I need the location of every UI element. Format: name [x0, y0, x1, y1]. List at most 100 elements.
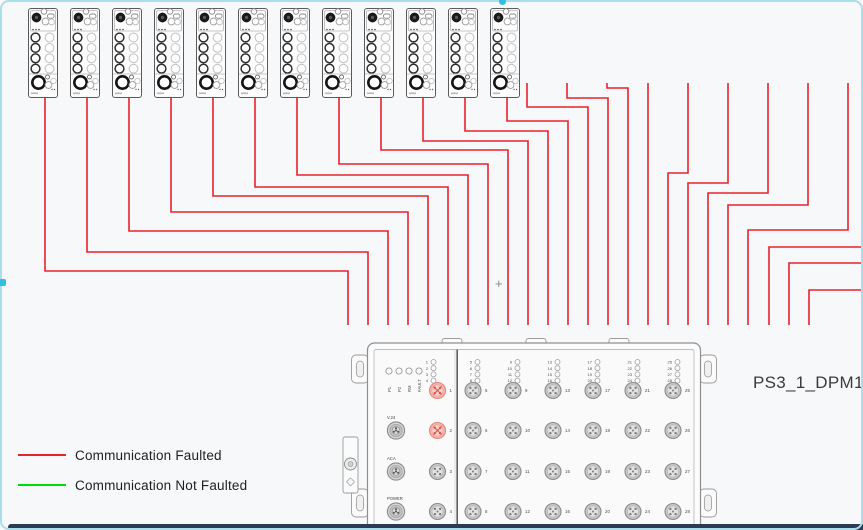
hub-connector-ACA[interactable]: ACA — [386, 456, 406, 481]
wire-offscreen-right-1[interactable] — [768, 246, 863, 325]
wire-offscreen-right-3[interactable] — [808, 289, 863, 325]
hub-port-12[interactable] — [504, 502, 522, 521]
io-module-1[interactable] — [28, 8, 58, 98]
hub-port-6[interactable] — [464, 421, 482, 440]
svg-text:16: 16 — [565, 509, 570, 514]
hub-port-25[interactable] — [664, 381, 682, 400]
io-module-6[interactable] — [238, 8, 268, 98]
module-port — [408, 32, 419, 43]
channel-led-9 — [514, 359, 521, 365]
channel-led-27 — [674, 371, 681, 378]
hub-connector-V.24[interactable]: V.24 — [386, 415, 406, 440]
module-port — [366, 32, 377, 43]
module-port — [324, 32, 335, 43]
io-module-2[interactable] — [70, 8, 100, 98]
module-bus-connector — [30, 75, 46, 91]
wire-offscreen-top-2[interactable] — [566, 83, 609, 325]
hub-port-21[interactable] — [624, 381, 642, 400]
hub-port-22[interactable] — [624, 421, 642, 440]
svg-text:2: 2 — [450, 428, 453, 433]
wire-offscreen-top-7[interactable] — [707, 83, 769, 325]
wire-module-12[interactable] — [506, 98, 569, 325]
channel-led-17 — [594, 359, 601, 365]
hub-port-10[interactable] — [504, 421, 522, 440]
wire-module-6[interactable] — [254, 98, 449, 325]
hub-port-17[interactable] — [584, 381, 602, 400]
selection-handle-top[interactable] — [499, 0, 506, 5]
hub-port-15[interactable] — [544, 462, 562, 481]
legend-line-icon — [18, 484, 66, 486]
channel-led-8 — [474, 377, 481, 384]
io-module-11[interactable] — [448, 8, 478, 98]
io-module-5[interactable] — [196, 8, 226, 98]
svg-text:FAULT: FAULT — [417, 379, 422, 392]
selection-handle-left[interactable] — [0, 279, 6, 286]
module-port — [170, 63, 181, 74]
hub-port-2-faulted[interactable] — [428, 421, 447, 440]
wire-module-3[interactable] — [128, 98, 389, 325]
wire-module-5[interactable] — [212, 98, 429, 325]
hub-port-24[interactable] — [624, 502, 642, 521]
hub-port-9[interactable] — [504, 381, 522, 400]
channel-led-15 — [554, 371, 561, 378]
io-module-7[interactable] — [280, 8, 310, 98]
svg-text:6: 6 — [485, 428, 488, 433]
io-module-8[interactable] — [322, 8, 352, 98]
wire-module-2[interactable] — [86, 98, 369, 325]
svg-text:9: 9 — [525, 388, 528, 393]
channel-led-22 — [634, 365, 641, 372]
channel-led-28 — [674, 377, 681, 384]
svg-text:3: 3 — [426, 372, 429, 377]
svg-text:28: 28 — [685, 509, 690, 514]
hub-device[interactable]: P1 P2 RM FAULT12345678910111213141516171819… — [342, 338, 717, 530]
hub-port-14[interactable] — [544, 421, 562, 440]
hub-port-23[interactable] — [624, 462, 642, 481]
wire-offscreen-top-9[interactable] — [747, 83, 849, 325]
io-module-3[interactable] — [112, 8, 142, 98]
hub-port-11[interactable] — [504, 462, 522, 481]
wire-offscreen-right-2[interactable] — [788, 262, 863, 325]
io-module-12[interactable] — [490, 8, 520, 98]
wire-offscreen-top-1[interactable] — [526, 83, 589, 325]
hub-port-13[interactable] — [544, 381, 562, 400]
wire-module-9[interactable] — [380, 98, 509, 325]
wire-offscreen-top-6[interactable] — [687, 83, 729, 325]
wire-offscreen-top-8[interactable] — [727, 83, 809, 325]
wire-module-10[interactable] — [422, 98, 529, 325]
hub-port-28[interactable] — [664, 502, 682, 521]
hub-port-5[interactable] — [464, 381, 482, 400]
wire-module-8[interactable] — [338, 98, 489, 325]
hub-port-19[interactable] — [584, 462, 602, 481]
hub-port-8[interactable] — [464, 502, 482, 521]
wire-module-1[interactable] — [44, 98, 349, 325]
wire-module-7[interactable] — [296, 98, 469, 325]
svg-text:8: 8 — [485, 509, 488, 514]
bottom-scrollbar[interactable] — [8, 524, 863, 530]
module-port — [380, 32, 391, 43]
hub-port-18[interactable] — [584, 421, 602, 440]
hub-port-4[interactable] — [428, 502, 447, 521]
hub-port-20[interactable] — [584, 502, 602, 521]
module-port — [254, 32, 265, 43]
wire-offscreen-top-3[interactable] — [606, 83, 629, 325]
hub-port-7[interactable] — [464, 462, 482, 481]
wire-offscreen-top-5[interactable] — [667, 83, 689, 325]
channel-led-26 — [674, 365, 681, 372]
hub-port-27[interactable] — [664, 462, 682, 481]
module-port — [282, 53, 293, 64]
module-port — [492, 53, 503, 64]
svg-text:9: 9 — [510, 360, 513, 365]
module-port — [170, 42, 181, 53]
wire-module-11[interactable] — [464, 98, 549, 325]
io-module-4[interactable] — [154, 8, 184, 98]
hub-port-3[interactable] — [428, 462, 447, 481]
io-module-9[interactable] — [364, 8, 394, 98]
hub-port-26[interactable] — [664, 421, 682, 440]
hub-port-16[interactable] — [544, 502, 562, 521]
hub-port-1-faulted[interactable] — [428, 381, 447, 400]
wire-module-4[interactable] — [170, 98, 409, 325]
module-port — [492, 63, 503, 74]
io-module-10[interactable] — [406, 8, 436, 98]
hub-connector-POWER[interactable]: POWER — [386, 496, 406, 521]
